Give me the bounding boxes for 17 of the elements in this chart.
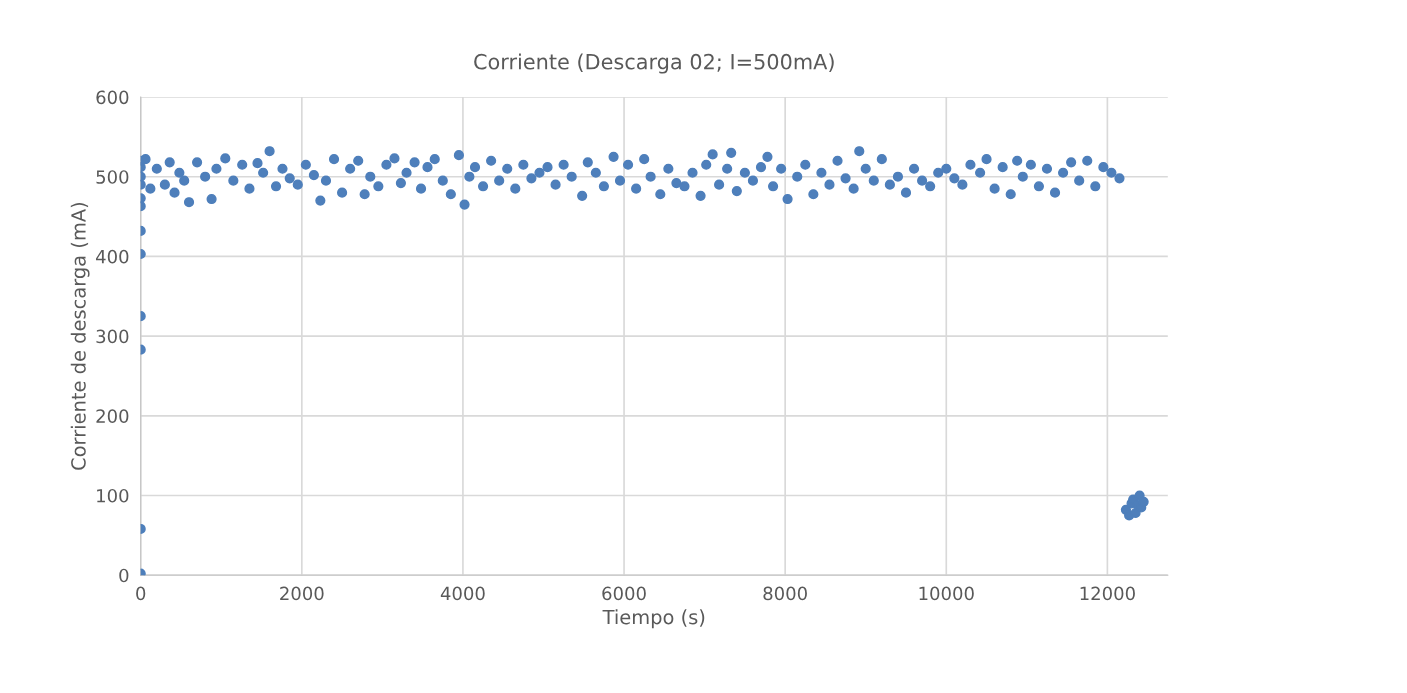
x-tick-label: 8000 xyxy=(763,586,807,601)
y-tick-label: 200 xyxy=(96,409,129,423)
y-tick-label: 300 xyxy=(96,329,129,344)
x-tick-label: 10000 xyxy=(919,586,974,601)
y-tick-label: 100 xyxy=(97,488,129,503)
x-tick-label: 2000 xyxy=(280,586,324,601)
chart-title: Corriente (Descarga 02; I=500mA) xyxy=(474,53,834,74)
y-tick-label: 0 xyxy=(119,568,129,583)
x-tick-label: 12000 xyxy=(1080,586,1135,601)
x-axis-title: Tiempo (s) xyxy=(602,609,705,629)
y-axis-title: Corriente de descarga (mA) xyxy=(70,202,90,470)
x-tick-label: 4000 xyxy=(440,586,485,601)
y-tick-label: 500 xyxy=(96,170,129,184)
y-tick-label: 400 xyxy=(96,249,129,264)
x-tick-label: 6000 xyxy=(602,586,646,601)
x-tick-label: 0 xyxy=(136,586,146,601)
y-tick-label: 600 xyxy=(96,90,129,105)
